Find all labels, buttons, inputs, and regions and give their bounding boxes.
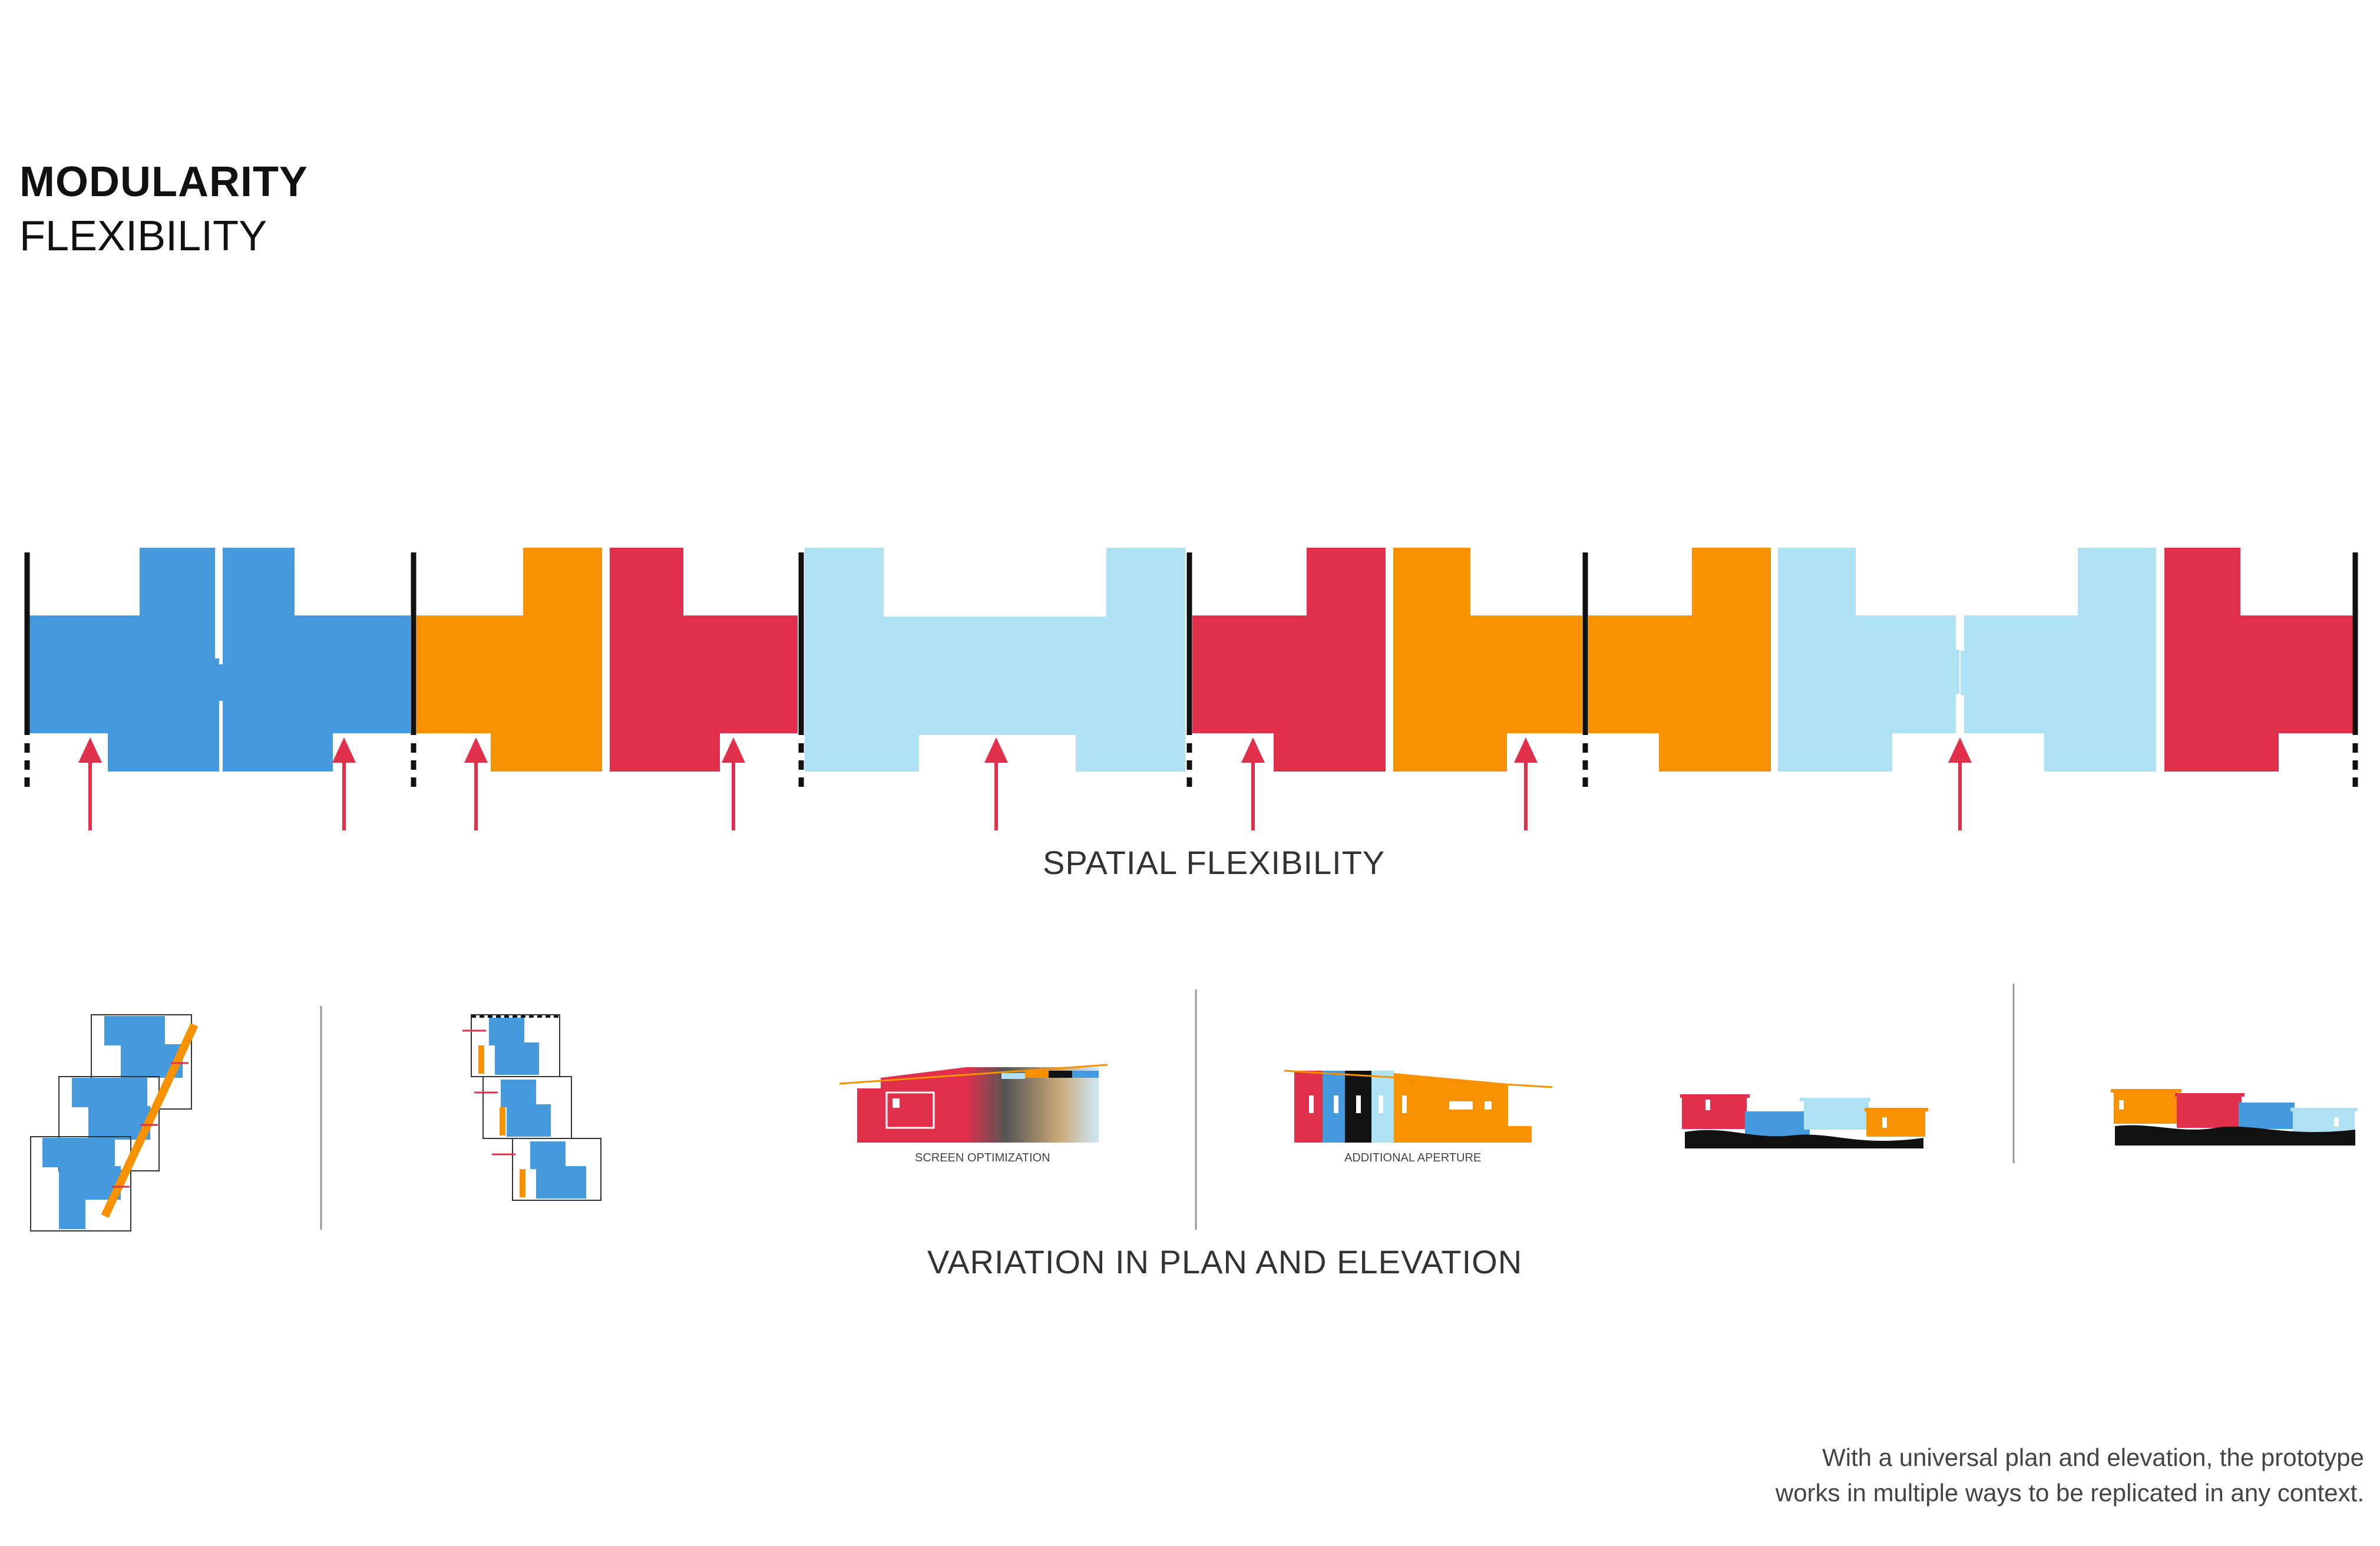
elevation-additional-aperture bbox=[1284, 1070, 1553, 1143]
caption-spatial-flexibility: SPATIAL FLEXIBILITY bbox=[1043, 844, 1386, 881]
diagram-title: MODULARITY bbox=[19, 158, 308, 206]
module-unit-2 bbox=[416, 548, 798, 772]
footer-line-1: With a universal plan and elevation, the… bbox=[1822, 1444, 2364, 1471]
landscape-elevation-1 bbox=[1680, 1094, 1928, 1148]
arrow-8 bbox=[1948, 737, 1972, 830]
label-additional-aperture: ADDITIONAL APERTURE bbox=[1344, 1151, 1482, 1164]
caption-variation: VARIATION IN PLAN AND ELEVATION bbox=[927, 1243, 1523, 1280]
module-dividers bbox=[24, 552, 2358, 792]
arrow-5 bbox=[984, 737, 1008, 830]
label-screen-optimization: SCREEN OPTIMIZATION bbox=[915, 1151, 1050, 1164]
diagram-subtitle: FLEXIBILITY bbox=[19, 213, 267, 260]
plan-variation-diagonal bbox=[30, 1014, 199, 1231]
module-unit-5 bbox=[1588, 548, 2353, 772]
module-unit-3 bbox=[805, 548, 1185, 772]
footer-note: With a universal plan and elevation, the… bbox=[1657, 1440, 2364, 1511]
footer-line-2: works in multiple ways to be replicated … bbox=[1775, 1479, 2364, 1507]
landscape-elevation-2 bbox=[2111, 1089, 2358, 1146]
arrow-1 bbox=[78, 737, 102, 830]
plan-variation-vertical bbox=[462, 1014, 601, 1201]
module-unit-4 bbox=[1192, 548, 1582, 772]
module-unit-1 bbox=[29, 548, 411, 772]
arrow-4 bbox=[722, 737, 745, 830]
elevation-screen-optimization bbox=[839, 1064, 1108, 1143]
arrow-6 bbox=[1241, 737, 1265, 830]
spatial-strip bbox=[24, 548, 2358, 830]
entry-arrows bbox=[78, 737, 1972, 830]
arrow-2 bbox=[332, 737, 356, 830]
arrow-3 bbox=[464, 737, 488, 830]
arrow-7 bbox=[1514, 737, 1538, 830]
